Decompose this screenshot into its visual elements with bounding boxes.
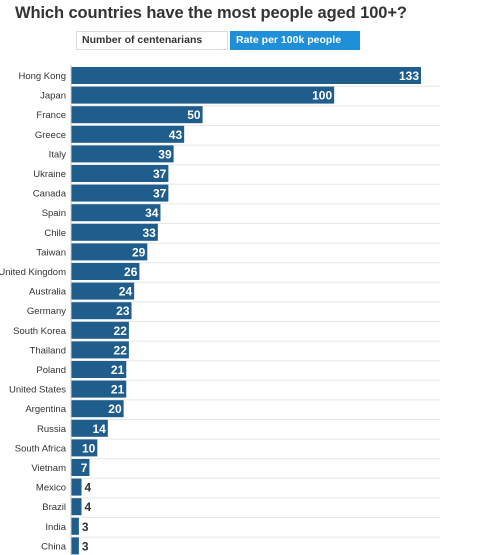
category-label: China — [41, 541, 67, 552]
bar[interactable] — [71, 478, 82, 496]
category-label: Thailand — [30, 345, 66, 356]
bar[interactable] — [71, 537, 79, 555]
bar[interactable] — [71, 361, 127, 378]
value-label: 4 — [85, 481, 92, 495]
bar[interactable] — [71, 341, 129, 359]
toggle-rate-per-100k-people[interactable]: Rate per 100k people — [230, 31, 360, 50]
bar[interactable] — [71, 223, 158, 241]
value-label: 23 — [116, 304, 130, 318]
toggle-number-of-centenarians[interactable]: Number of centenarians — [76, 31, 228, 50]
value-label: 26 — [124, 265, 138, 279]
value-label: 100 — [312, 89, 332, 103]
value-label: 37 — [153, 187, 167, 201]
category-label: Mexico — [36, 483, 66, 494]
bar[interactable] — [71, 321, 129, 339]
bar[interactable] — [71, 282, 135, 300]
category-label: Greece — [35, 130, 66, 141]
category-label: South Africa — [15, 443, 67, 454]
value-label: 24 — [119, 285, 133, 299]
category-label: Poland — [36, 365, 66, 376]
value-label: 22 — [114, 324, 128, 338]
category-label: Canada — [33, 189, 67, 200]
value-label: 4 — [85, 500, 92, 514]
value-label: 7 — [81, 461, 88, 475]
bar[interactable] — [71, 498, 82, 516]
category-label: India — [45, 522, 66, 533]
value-label: 37 — [153, 167, 167, 181]
bar[interactable] — [71, 517, 79, 535]
category-label: Japan — [40, 91, 66, 102]
category-label: Chile — [44, 228, 66, 239]
bar[interactable] — [71, 263, 140, 280]
value-label: 133 — [399, 69, 419, 83]
bar[interactable] — [71, 86, 335, 104]
value-label: 34 — [145, 206, 159, 220]
category-label: Argentina — [25, 404, 66, 415]
bar[interactable] — [71, 400, 124, 418]
value-label: 21 — [111, 383, 125, 397]
value-label: 20 — [108, 402, 122, 416]
bar[interactable] — [71, 67, 421, 84]
value-label: 22 — [114, 343, 128, 357]
bar[interactable] — [71, 165, 169, 182]
bar[interactable] — [71, 459, 90, 476]
category-label: United States — [9, 385, 66, 396]
bar[interactable] — [71, 106, 203, 124]
bar[interactable] — [71, 380, 127, 398]
category-label: France — [36, 110, 66, 121]
value-label: 33 — [142, 226, 156, 240]
value-label: 3 — [82, 539, 89, 553]
category-label: Taiwan — [36, 247, 66, 258]
bar[interactable] — [71, 184, 169, 202]
value-label: 14 — [92, 422, 106, 436]
category-label: Russia — [37, 424, 67, 435]
bar[interactable] — [71, 419, 108, 437]
category-label: Spain — [42, 208, 66, 219]
category-label: Italy — [49, 149, 67, 160]
value-label: 21 — [111, 363, 125, 377]
category-label: Australia — [29, 287, 67, 298]
value-label: 10 — [82, 441, 96, 455]
bar[interactable] — [71, 145, 174, 163]
value-label: 43 — [169, 128, 183, 142]
category-label: Vietnam — [31, 463, 66, 474]
bar[interactable] — [71, 439, 98, 457]
category-label: Hong Kong — [18, 71, 66, 82]
bar[interactable] — [71, 204, 161, 222]
value-label: 39 — [158, 147, 172, 161]
category-label: Ukraine — [33, 169, 66, 180]
value-label: 29 — [132, 245, 146, 259]
bar[interactable] — [71, 302, 132, 320]
category-label: United Kingdom — [0, 267, 66, 278]
category-label: Germany — [27, 306, 66, 317]
chart-title: Which countries have the most people age… — [15, 4, 407, 22]
value-label: 3 — [82, 520, 89, 534]
bar[interactable] — [71, 243, 148, 261]
category-label: South Korea — [13, 326, 67, 337]
bar[interactable] — [71, 125, 185, 143]
category-label: Brazil — [42, 502, 66, 513]
value-label: 50 — [187, 108, 201, 122]
